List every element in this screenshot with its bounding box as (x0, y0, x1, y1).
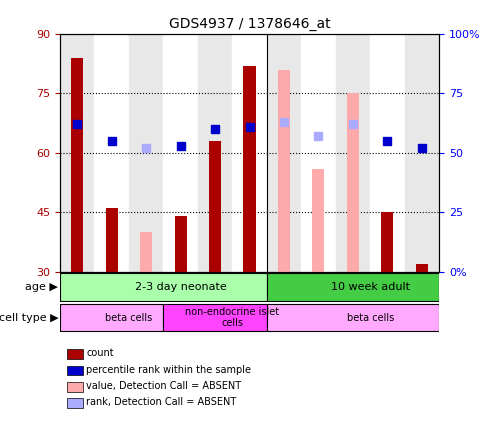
Bar (347, 93, 359, 272)
Bar (163, 34, 198, 272)
FancyBboxPatch shape (267, 273, 439, 301)
Bar (370, 34, 405, 272)
Title: GDS4937 / 1378646_at: GDS4937 / 1378646_at (169, 17, 330, 31)
Text: percentile rank within the sample: percentile rank within the sample (86, 365, 251, 375)
Bar (232, 34, 267, 272)
Bar (60, 34, 94, 272)
Bar (198, 34, 232, 272)
Bar (140, 232, 152, 272)
Text: count: count (86, 349, 114, 358)
FancyBboxPatch shape (60, 304, 163, 332)
Text: 2-3 day neonate: 2-3 day neonate (135, 282, 227, 292)
Bar (301, 34, 336, 272)
Text: beta cells: beta cells (105, 313, 153, 323)
FancyBboxPatch shape (267, 304, 439, 332)
Text: rank, Detection Call = ABSENT: rank, Detection Call = ABSENT (86, 397, 237, 407)
Bar (405, 34, 439, 272)
Bar (67, 365, 83, 375)
FancyBboxPatch shape (60, 273, 267, 301)
Text: value, Detection Call = ABSENT: value, Detection Call = ABSENT (86, 381, 242, 391)
Bar (416, 264, 428, 272)
Bar (244, 66, 255, 272)
Bar (312, 169, 324, 272)
Bar (67, 349, 83, 359)
Text: beta cells: beta cells (346, 313, 394, 323)
Text: age ▶: age ▶ (25, 282, 58, 292)
FancyBboxPatch shape (163, 304, 267, 332)
Bar (94, 34, 129, 272)
Bar (175, 216, 187, 272)
Bar (278, 69, 290, 272)
Text: 10 week adult: 10 week adult (331, 282, 410, 292)
Bar (67, 382, 83, 392)
Bar (67, 398, 83, 408)
Bar (71, 58, 83, 272)
Bar (336, 34, 370, 272)
Text: non-endocrine islet
cells: non-endocrine islet cells (185, 307, 279, 329)
Bar (267, 34, 301, 272)
Text: cell type ▶: cell type ▶ (0, 313, 58, 323)
Bar (381, 212, 393, 272)
Bar (209, 141, 221, 272)
Bar (129, 34, 163, 272)
Bar (106, 209, 118, 272)
